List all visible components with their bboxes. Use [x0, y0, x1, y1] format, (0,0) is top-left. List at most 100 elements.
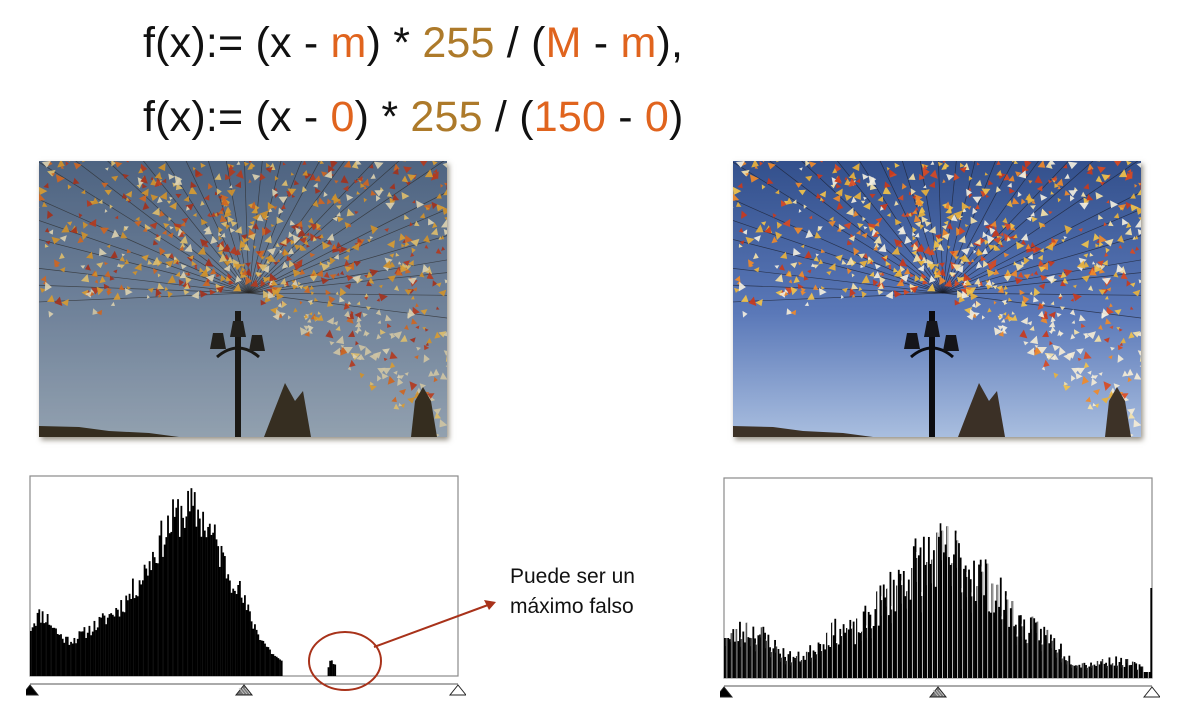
histogram-bar: [1075, 665, 1077, 678]
histogram-bar: [1078, 664, 1081, 678]
histogram-gap: [731, 633, 733, 678]
histogram-bar: [919, 547, 922, 678]
histogram-bar: [111, 614, 114, 676]
histogram-bar: [223, 556, 226, 676]
histogram-gap: [902, 585, 903, 678]
histogram-bar: [172, 499, 174, 676]
histogram-bar: [936, 532, 939, 678]
histogram-bar: [959, 557, 962, 678]
white-point-slider[interactable]: [1142, 686, 1162, 698]
histogram-bar: [1105, 662, 1108, 678]
histogram-bar: [784, 656, 787, 678]
histogram-bar: [787, 654, 790, 678]
histogram-bar: [249, 611, 251, 676]
histogram-bar: [988, 611, 990, 678]
histogram-bar: [1028, 632, 1031, 678]
building-silhouette: [39, 383, 437, 437]
histogram-bar: [255, 629, 258, 676]
histogram-bar: [968, 569, 970, 678]
histogram-bar: [831, 622, 833, 678]
histogram-bar: [991, 583, 994, 678]
histogram-bar: [56, 633, 59, 676]
histogram-bar: [760, 627, 763, 678]
street-lamp: [904, 311, 959, 437]
histogram-bar: [797, 651, 800, 678]
histogram-bar: [51, 627, 54, 676]
histogram-bar: [867, 611, 870, 678]
histogram-bar: [121, 611, 124, 676]
histogram-bar: [1133, 662, 1136, 678]
histogram-bar: [954, 530, 957, 678]
histogram-bar: [817, 642, 820, 678]
histogram-bar: [1008, 626, 1011, 678]
histogram-gap: [1047, 629, 1049, 678]
histogram-bar: [946, 526, 949, 678]
histogram-bar: [153, 557, 156, 676]
histogram-bar: [832, 635, 835, 678]
histogram-bar: [91, 631, 94, 676]
histogram-bar: [1150, 588, 1153, 678]
histogram-bar: [882, 584, 885, 678]
histogram-bar: [914, 538, 917, 678]
histogram-bar: [842, 624, 845, 678]
histogram-gap: [1142, 666, 1144, 678]
histogram-bar: [1108, 657, 1111, 678]
histogram-bar: [137, 596, 139, 676]
histogram-bar: [894, 611, 897, 678]
black-point-slider[interactable]: [714, 686, 734, 698]
original-photo-image: [39, 161, 447, 437]
histogram-gap: [1112, 663, 1114, 678]
histogram-bar: [135, 595, 138, 676]
histogram-gap: [756, 644, 758, 678]
histogram-bar: [270, 653, 273, 676]
histogram-bar: [235, 594, 238, 676]
histogram-gap: [872, 628, 873, 678]
histogram-bar: [1063, 656, 1066, 678]
histogram-bar: [961, 592, 964, 678]
histogram-gap: [726, 638, 728, 678]
histogram-bar: [976, 586, 979, 678]
histogram-bar: [994, 600, 997, 678]
histogram-bar: [252, 628, 255, 676]
histogram-bar: [193, 492, 196, 676]
histogram-bar: [1110, 664, 1113, 678]
histogram-bar: [941, 530, 944, 678]
histogram-bar: [1120, 657, 1123, 678]
histogram-gap: [952, 563, 954, 678]
histogram-bar: [1024, 639, 1027, 678]
histogram-bar: [971, 596, 974, 678]
histogram-bar: [1045, 635, 1047, 678]
histogram-bar: [242, 602, 245, 676]
formula-instance: f(x):= (x - 0) * 255 / (150 - 0): [143, 96, 684, 139]
histogram-gap: [1082, 663, 1084, 678]
histogram-bar: [53, 627, 56, 676]
black-point-slider[interactable]: [20, 684, 40, 696]
histogram-bar: [777, 649, 780, 678]
histogram-bar: [274, 655, 276, 676]
histogram-bar: [819, 644, 822, 678]
histogram-bar: [737, 641, 740, 678]
white-point-slider[interactable]: [448, 684, 468, 696]
histogram-gap: [1007, 599, 1009, 678]
stretched-histogram-plot: [714, 477, 1162, 698]
histogram-bar: [1095, 665, 1097, 678]
histogram-bar: [1128, 665, 1131, 678]
histogram-bar: [966, 576, 969, 678]
histogram-bar: [775, 646, 778, 678]
histogram-gap: [992, 583, 994, 678]
histogram-bar: [329, 660, 332, 676]
histogram-bar: [1039, 628, 1042, 678]
histogram-gap: [1077, 665, 1079, 678]
histogram-bar: [847, 629, 850, 678]
histogram-bar: [143, 564, 146, 676]
formula-text: ),: [656, 19, 684, 67]
histogram-bar: [780, 657, 783, 678]
histogram-bar: [90, 635, 93, 676]
histogram-bar: [35, 625, 37, 676]
histogram-bar: [917, 555, 920, 678]
histogram-bar: [45, 622, 47, 676]
histogram-bar: [929, 563, 932, 678]
annotation-text: Puede ser un máximo falso: [510, 562, 635, 622]
histogram-bar: [332, 664, 335, 676]
histogram-bar: [272, 654, 275, 676]
